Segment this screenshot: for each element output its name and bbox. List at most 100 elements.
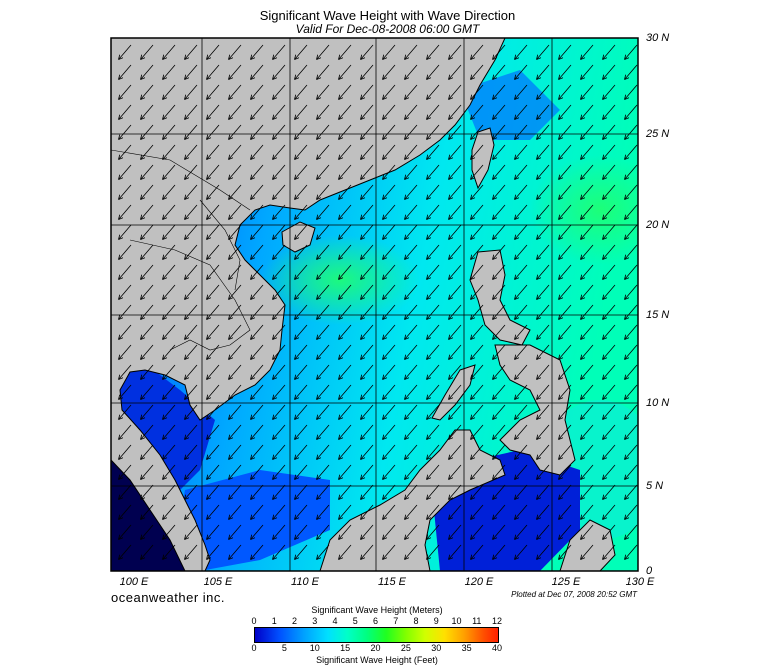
wave-arrow bbox=[141, 284, 154, 299]
wave-arrow bbox=[185, 164, 198, 179]
wave-arrow bbox=[361, 224, 374, 239]
wave-arrow bbox=[383, 344, 396, 359]
wave-arrow bbox=[581, 264, 594, 279]
wave-arrow bbox=[119, 164, 132, 179]
wave-arrow bbox=[581, 424, 594, 439]
wave-arrow bbox=[339, 384, 352, 399]
wave-arrow bbox=[119, 284, 132, 299]
wave-arrow bbox=[493, 524, 506, 539]
wave-arrow bbox=[427, 544, 440, 559]
wave-arrow bbox=[383, 424, 396, 439]
wave-arrow bbox=[163, 324, 176, 339]
wave-arrow bbox=[317, 484, 330, 499]
wave-arrow bbox=[427, 364, 440, 379]
lat-label: 5 N bbox=[646, 480, 664, 492]
wave-arrow bbox=[207, 284, 220, 299]
wave-arrow bbox=[361, 504, 374, 519]
map-frame bbox=[110, 37, 639, 572]
wave-arrow bbox=[625, 124, 638, 139]
wave-arrow bbox=[163, 104, 176, 119]
wave-arrow bbox=[361, 184, 374, 199]
wave-arrow bbox=[449, 424, 462, 439]
chart-title: Significant Wave Height with Wave Direct… bbox=[259, 8, 516, 23]
wave-arrow bbox=[317, 544, 330, 559]
wave-arrow bbox=[163, 244, 176, 259]
wave-arrow bbox=[383, 364, 396, 379]
wave-arrow bbox=[625, 504, 638, 519]
wave-arrow bbox=[383, 524, 396, 539]
wave-arrow bbox=[141, 404, 154, 419]
wave-arrow bbox=[405, 404, 418, 419]
wave-arrow bbox=[163, 264, 176, 279]
wave-arrow bbox=[427, 384, 440, 399]
wave-arrow bbox=[229, 424, 242, 439]
wave-arrow bbox=[405, 164, 418, 179]
wave-arrow bbox=[273, 324, 286, 339]
wave-arrow bbox=[229, 464, 242, 479]
wave-arrow bbox=[361, 64, 374, 79]
wave-arrow bbox=[119, 264, 132, 279]
wave-arrow bbox=[361, 164, 374, 179]
wave-arrow bbox=[383, 484, 396, 499]
wave-arrow bbox=[361, 104, 374, 119]
wave-arrow bbox=[515, 284, 528, 299]
wave-arrow bbox=[317, 284, 330, 299]
lat-lon-grid bbox=[111, 38, 638, 571]
wave-arrow bbox=[317, 404, 330, 419]
wave-arrow bbox=[603, 184, 616, 199]
wave-arrow bbox=[163, 204, 176, 219]
lon-label: 110 E bbox=[291, 576, 319, 588]
wave-arrow bbox=[273, 84, 286, 99]
wave-arrow bbox=[185, 444, 198, 459]
wave-arrow bbox=[581, 124, 594, 139]
wave-arrow bbox=[119, 104, 132, 119]
wave-arrow bbox=[185, 544, 198, 559]
wave-arrow bbox=[185, 284, 198, 299]
wave-arrow bbox=[339, 364, 352, 379]
wave-arrow bbox=[251, 264, 264, 279]
wave-arrow bbox=[625, 324, 638, 339]
wave-arrow bbox=[163, 304, 176, 319]
wave-arrow bbox=[141, 104, 154, 119]
wave-arrow bbox=[295, 384, 308, 399]
wave-arrow bbox=[361, 444, 374, 459]
wave-arrow bbox=[427, 344, 440, 359]
wave-arrow bbox=[141, 524, 154, 539]
wave-arrow bbox=[229, 124, 242, 139]
wave-arrow bbox=[163, 284, 176, 299]
wave-arrow bbox=[229, 184, 242, 199]
wave-arrow bbox=[207, 64, 220, 79]
wave-arrow bbox=[449, 164, 462, 179]
wave-arrow bbox=[339, 404, 352, 419]
wave-arrow bbox=[603, 124, 616, 139]
wave-arrow bbox=[339, 544, 352, 559]
wave-arrow bbox=[185, 344, 198, 359]
wave-arrow bbox=[295, 344, 308, 359]
wave-arrow bbox=[119, 464, 132, 479]
wave-arrow bbox=[207, 324, 220, 339]
wave-arrow bbox=[405, 424, 418, 439]
wave-arrow bbox=[185, 324, 198, 339]
wave-arrow bbox=[449, 244, 462, 259]
wave-arrow bbox=[493, 284, 506, 299]
wave-arrow bbox=[185, 484, 198, 499]
wave-arrow bbox=[163, 544, 176, 559]
wave-arrow bbox=[603, 424, 616, 439]
meters-tick: 5 bbox=[352, 616, 358, 626]
wave-arrow bbox=[339, 84, 352, 99]
wave-arrow bbox=[405, 444, 418, 459]
wave-arrow bbox=[163, 464, 176, 479]
wave-arrow bbox=[317, 444, 330, 459]
wave-arrow bbox=[405, 544, 418, 559]
wave-arrow bbox=[141, 224, 154, 239]
wave-arrow bbox=[537, 524, 550, 539]
wave-arrow bbox=[163, 384, 176, 399]
wave-arrow bbox=[537, 244, 550, 259]
wave-arrow bbox=[207, 84, 220, 99]
wave-arrow bbox=[141, 504, 154, 519]
wave-arrow bbox=[603, 504, 616, 519]
wave-arrow bbox=[339, 44, 352, 59]
wave-arrow bbox=[449, 104, 462, 119]
chart-subtitle: Valid For Dec-08-2008 06:00 GMT bbox=[295, 22, 480, 36]
wave-arrow bbox=[493, 84, 506, 99]
